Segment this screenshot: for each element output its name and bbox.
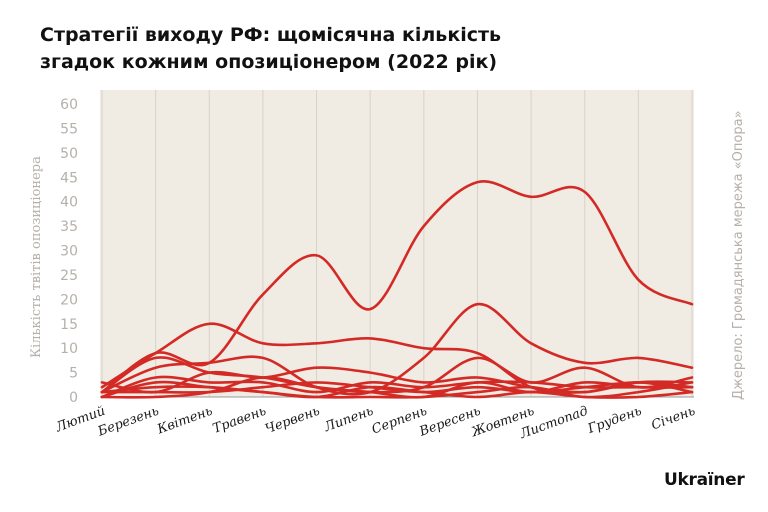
y-tick-label: 5 — [69, 366, 78, 382]
x-tick-label: Липень — [322, 404, 376, 436]
x-tick-label: Червень — [263, 404, 322, 438]
series-line-9 — [100, 380, 694, 399]
y-tick-label: 25 — [60, 268, 78, 284]
chart-title-line-1: Стратегії виходу РФ: щомісячна кількість — [40, 24, 502, 46]
series-lines — [100, 179, 694, 399]
y-tick-label: 45 — [60, 170, 78, 186]
series-line-10 — [100, 376, 694, 399]
chart-title-line-2: згадок кожним опозиціонером (2022 рік) — [40, 51, 498, 73]
series-line-3 — [100, 302, 694, 396]
y-tick-label: 0 — [69, 390, 78, 406]
y-axis-label: Кількість твітів опозиціонера — [29, 156, 44, 358]
y-tick-label: 55 — [60, 121, 78, 137]
y-tick-label: 20 — [60, 292, 78, 308]
x-tick-label: Березень — [95, 404, 161, 440]
x-tick-label: Квітень — [155, 404, 215, 438]
y-tick-label: 10 — [60, 341, 78, 357]
chart-title: Стратегії виходу РФ: щомісячна кількість… — [40, 22, 680, 76]
brand-logo: Ukraїner — [664, 470, 745, 490]
y-tick-labels: 0 5 10 15 20 25 30 35 40 45 50 55 60 — [60, 97, 78, 406]
y-tick-label: 15 — [60, 317, 78, 333]
source-note: Джерело: Громадянська мережа «Опора» — [731, 110, 746, 400]
y-tick-label: 50 — [60, 146, 78, 162]
series-line-5 — [100, 366, 694, 394]
y-tick-label: 60 — [60, 97, 78, 113]
gridlines — [100, 90, 694, 398]
y-tick-label: 40 — [60, 195, 78, 211]
plot-area — [100, 90, 694, 397]
x-tick-label: Січень — [649, 404, 697, 434]
x-tick-label: Травень — [211, 404, 268, 437]
y-tick-label: 30 — [60, 244, 78, 260]
x-tick-label: Грудень — [585, 404, 644, 438]
y-tick-label: 35 — [60, 219, 78, 235]
